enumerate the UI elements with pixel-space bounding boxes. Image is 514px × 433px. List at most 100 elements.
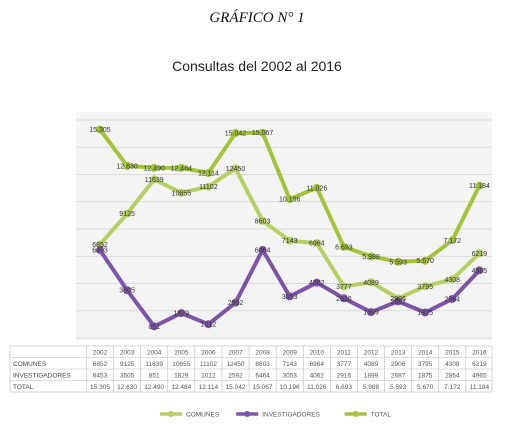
point-total: [475, 181, 484, 190]
point-comunes: [448, 275, 457, 284]
point-comunes: [204, 182, 213, 191]
point-comunes: [339, 282, 348, 291]
table-cell: 2687: [391, 372, 406, 379]
table-cell: 8603: [255, 361, 270, 368]
table-cell: 4965: [472, 372, 487, 379]
point-comunes: [367, 278, 375, 287]
data-label-total: 5.670: [416, 258, 434, 265]
data-label-total: 12.630: [116, 163, 138, 170]
point-comunes: [123, 209, 132, 218]
table-cell: 12.484: [171, 384, 191, 391]
plot-background: [76, 112, 492, 340]
table-year: 2003: [120, 349, 135, 356]
table-cell: 12450: [226, 361, 244, 368]
table-cell: 5.670: [417, 384, 434, 391]
data-label-total: 6.693: [335, 244, 353, 251]
table-year: 2002: [93, 349, 108, 356]
data-label-investigadores: 6464: [255, 247, 271, 254]
table-row-header: TOTAL: [13, 384, 34, 391]
legend-marker-total: [352, 411, 359, 417]
table-cell: 6219: [472, 361, 487, 368]
data-label-comunes: 2906: [390, 296, 406, 303]
point-investigadores: [204, 320, 213, 329]
data-label-total: 12.490: [143, 165, 165, 172]
table-cell: 1875: [418, 372, 433, 379]
data-label-comunes: 4308: [445, 277, 461, 284]
point-investigadores: [123, 286, 132, 295]
table-cell: 6453: [93, 372, 108, 379]
data-label-comunes: 11639: [145, 177, 164, 184]
table-cell: 2592: [228, 372, 243, 379]
table-cell: 15.305: [90, 384, 110, 391]
table-cell: 3505: [120, 372, 135, 379]
table-cell: 1012: [201, 372, 216, 379]
table-row-header: COMUNES: [13, 361, 47, 368]
point-total: [231, 129, 240, 138]
data-table: 2002 2003 2004 2005 2006 2007 2008 2009 2010 2011…: [9, 345, 493, 393]
point-investigadores: [394, 297, 403, 306]
legend-label-comunes: COMUNES: [186, 412, 220, 419]
table-year: 2004: [147, 349, 162, 356]
data-label-total: 11.184: [469, 183, 490, 190]
point-investigadores: [448, 294, 457, 303]
legend-marker-investigadores: [244, 411, 251, 417]
figure-caption: GRÁFICO N° 1: [209, 10, 305, 26]
data-label-total: 7.172: [444, 238, 462, 245]
data-label-total: 12.114: [198, 170, 219, 177]
table-cell: 5.988: [363, 384, 380, 391]
data-label-investigadores: 1875: [417, 310, 433, 317]
table-cell: 15.067: [253, 384, 273, 391]
point-investigadores: [339, 294, 348, 303]
data-label-comunes: 3795: [417, 284, 433, 291]
data-label-comunes: 6964: [309, 241, 325, 248]
data-label-investigadores: 2864: [445, 296, 461, 303]
table-cell: 11639: [145, 361, 163, 368]
data-label-comunes: 8603: [255, 218, 271, 225]
table-cell: 6852: [93, 361, 108, 368]
point-comunes: [177, 188, 186, 197]
data-label-investigadores: 2916: [336, 296, 352, 303]
point-comunes: [285, 236, 294, 245]
grid-lines: [76, 119, 492, 339]
data-label-comunes: 7143: [282, 238, 298, 245]
data-label-comunes: 6219: [472, 251, 488, 258]
data-label-total: 5.593: [389, 259, 407, 266]
table-year: 2007: [228, 349, 243, 356]
data-label-investigadores: 1899: [363, 310, 379, 317]
table-cell: 10655: [172, 361, 190, 368]
point-comunes: [258, 216, 267, 225]
table-cell: 3795: [418, 361, 433, 368]
point-investigadores: [177, 309, 186, 318]
table-cell: 10.196: [280, 384, 300, 391]
point-total: [339, 242, 348, 251]
data-labels: 6852 9125 11639 10655 11102 12450 8603 7143 6964…: [89, 127, 490, 331]
table-year: 2012: [364, 349, 379, 356]
table-cell: 4062: [310, 372, 325, 379]
point-total: [421, 256, 430, 265]
point-investigadores: [475, 266, 484, 275]
table-year: 2010: [310, 349, 325, 356]
table-year: 2008: [255, 349, 270, 356]
table-cell: 7143: [282, 361, 297, 368]
table-cell: 3777: [337, 361, 352, 368]
data-label-investigadores: 3053: [282, 294, 298, 301]
table-year: 2014: [418, 349, 433, 356]
table-cell: 2906: [391, 361, 406, 368]
point-investigadores: [285, 292, 294, 301]
point-investigadores: [96, 246, 104, 255]
data-label-investigadores: 4965: [472, 268, 488, 275]
point-investigadores: [258, 245, 267, 254]
chart-title: Consultas del 2002 al 2016: [172, 58, 342, 74]
data-label-investigadores: 4062: [309, 280, 325, 287]
table-year: 2005: [174, 349, 189, 356]
table-cell: 7.172: [444, 384, 461, 391]
point-total: [285, 195, 294, 204]
data-label-total: 10.196: [279, 197, 301, 204]
table-cell: 1899: [364, 372, 379, 379]
point-total: [258, 128, 267, 137]
point-total: [123, 161, 132, 170]
point-comunes: [312, 239, 321, 248]
point-total: [312, 183, 321, 192]
table-cell: 2864: [445, 372, 460, 379]
